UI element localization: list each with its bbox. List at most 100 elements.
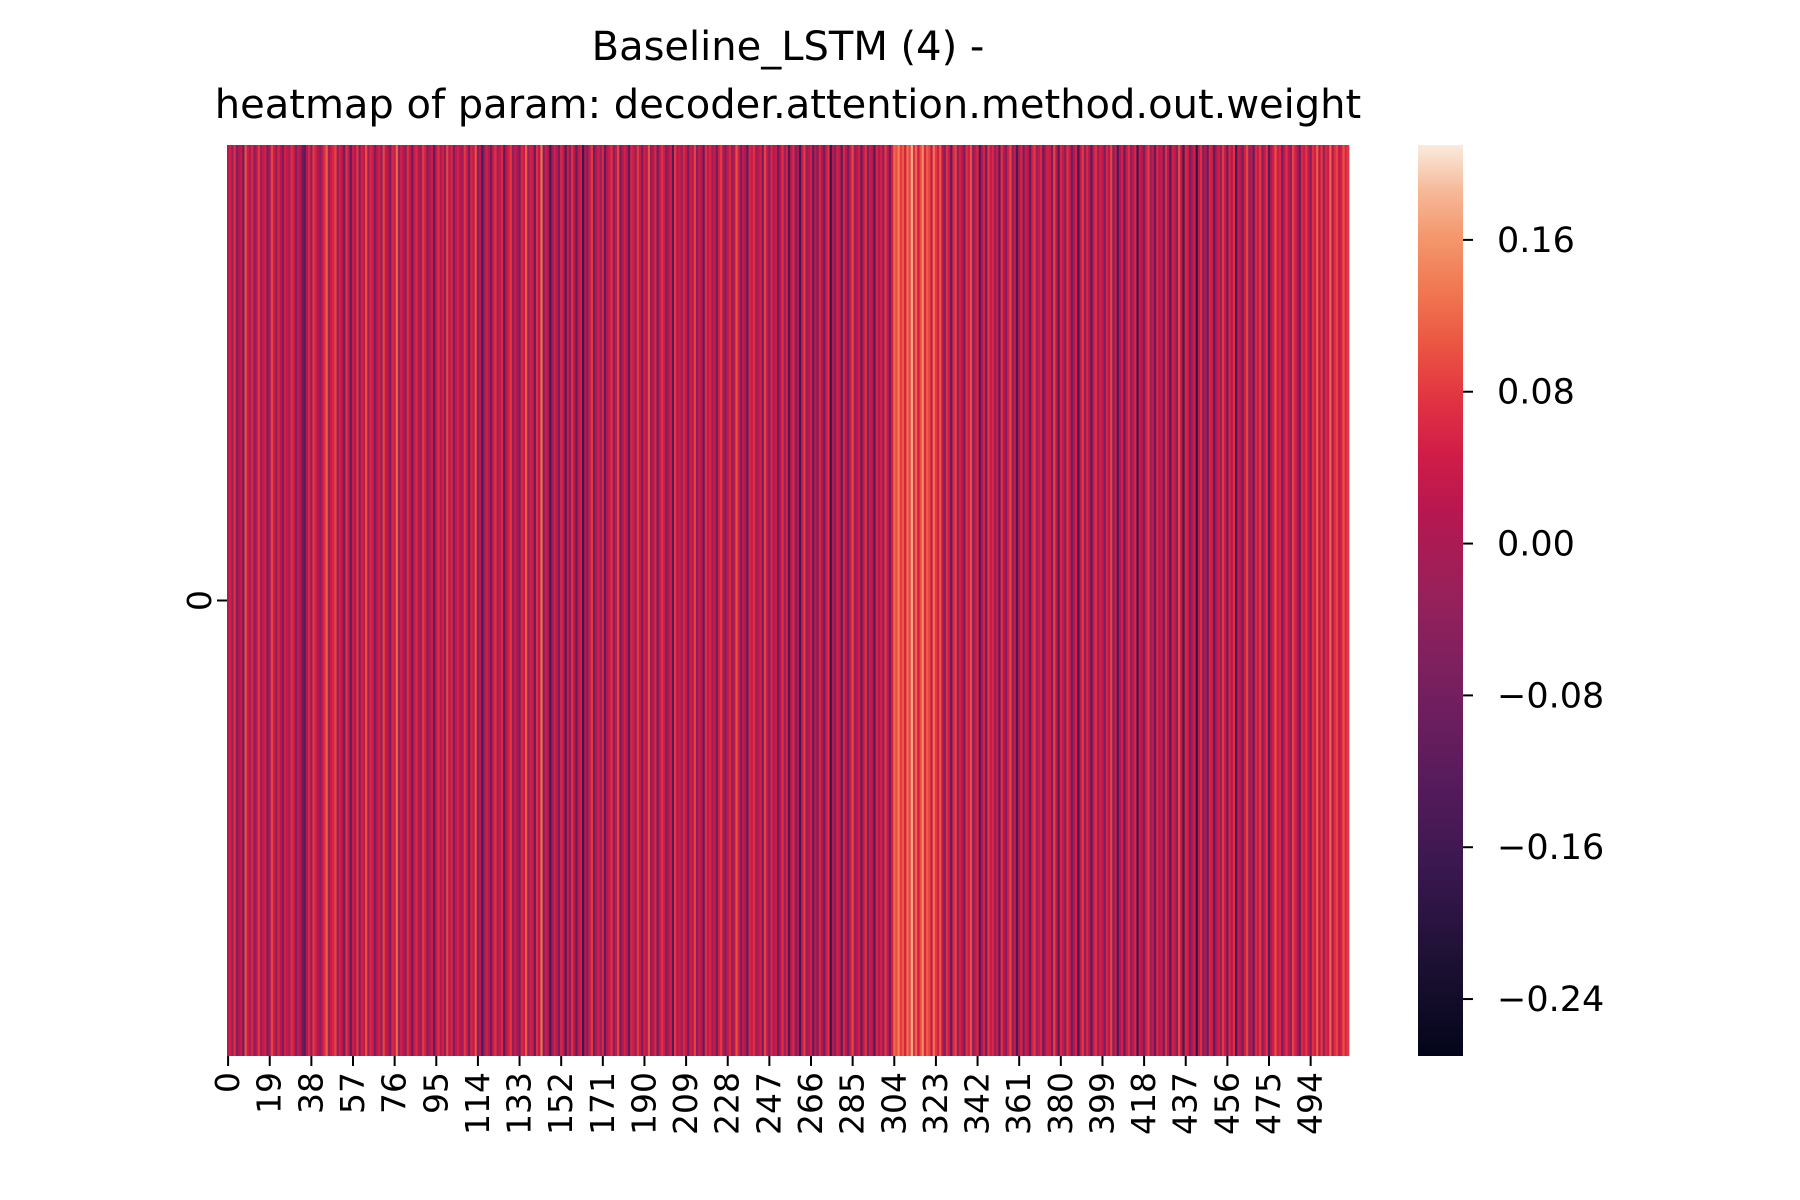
- x-tick-label: 361: [999, 1072, 1038, 1135]
- heatmap-cell: [1305, 145, 1308, 1056]
- heatmap-cell: [1230, 145, 1234, 1056]
- heatmap-cell: [1210, 145, 1214, 1056]
- heatmap-cell: [1022, 145, 1026, 1056]
- heatmap-cell: [1311, 145, 1315, 1056]
- heatmap-cell: [700, 145, 703, 1056]
- heatmap-cell: [1151, 145, 1155, 1056]
- heatmap-cell: [1103, 145, 1107, 1056]
- heatmap-cell: [378, 145, 381, 1056]
- heatmap-cell: [1250, 145, 1253, 1056]
- heatmap-cell: [862, 145, 866, 1056]
- heatmap-cell: [919, 145, 923, 1056]
- heatmap-cell: [991, 145, 995, 1056]
- heatmap-cell: [836, 145, 839, 1056]
- heatmap-cell: [1204, 145, 1207, 1056]
- heatmap-cell: [715, 145, 719, 1056]
- heatmap-cell: [917, 145, 920, 1056]
- heatmap-cell: [395, 145, 399, 1056]
- heatmap-cell: [571, 145, 574, 1056]
- heatmap-cell: [1259, 145, 1262, 1056]
- heatmap-cell: [294, 145, 298, 1056]
- heatmap-cell: [336, 145, 340, 1056]
- heatmap-cell: [582, 145, 585, 1056]
- x-tick-label: 380: [1041, 1072, 1080, 1135]
- heatmap-cell: [251, 145, 254, 1056]
- heatmap-cell: [314, 145, 318, 1056]
- heatmap-cell: [945, 145, 949, 1056]
- heatmap-cell: [678, 145, 681, 1056]
- heatmap-cell: [1048, 145, 1052, 1056]
- heatmap-cell: [426, 145, 429, 1056]
- heatmap-cell: [292, 145, 296, 1056]
- heatmap-cell: [1296, 145, 1299, 1056]
- heatmap-cell: [770, 145, 774, 1056]
- heatmap-cell: [389, 145, 392, 1056]
- heatmap-cell: [921, 145, 925, 1056]
- heatmap-cell: [1037, 145, 1041, 1056]
- heatmap-cell: [492, 145, 495, 1056]
- heatmap-cell: [325, 145, 329, 1056]
- heatmap-cell: [1020, 145, 1023, 1056]
- heatmap-cell: [746, 145, 749, 1056]
- heatmap-cell: [386, 145, 390, 1056]
- heatmap-cell: [658, 145, 662, 1056]
- heatmap-cell: [382, 145, 386, 1056]
- heatmap-cell: [1189, 145, 1192, 1056]
- heatmap-cell: [465, 145, 469, 1056]
- heatmap-cell: [479, 145, 482, 1056]
- heatmap-cell: [993, 145, 997, 1056]
- heatmap-cell: [1061, 145, 1065, 1056]
- colorbar-tick-label: −0.24: [1497, 980, 1604, 1020]
- x-tick-label: 171: [583, 1072, 622, 1135]
- heatmap-cell: [875, 145, 879, 1056]
- heatmap-cell: [1050, 145, 1054, 1056]
- heatmap-cell: [266, 145, 269, 1056]
- heatmap-cell: [283, 145, 287, 1056]
- heatmap-cell: [522, 145, 526, 1056]
- heatmap-cell: [1226, 145, 1229, 1056]
- heatmap-cell: [656, 145, 660, 1056]
- heatmap-cell: [461, 145, 465, 1056]
- heatmap-cell: [242, 145, 245, 1056]
- heatmap-cell: [1197, 145, 1201, 1056]
- colorbar-tick-label: −0.08: [1497, 676, 1604, 716]
- heatmap-cell: [985, 145, 988, 1056]
- heatmap-cell: [542, 145, 546, 1056]
- heatmap-cell: [527, 145, 530, 1056]
- heatmap-cell: [685, 145, 688, 1056]
- heatmap-cell: [511, 145, 515, 1056]
- heatmap-cell: [494, 145, 497, 1056]
- heatmap-cell: [1254, 145, 1258, 1056]
- heatmap-cell: [544, 145, 548, 1056]
- heatmap-cell: [286, 145, 289, 1056]
- heatmap-cell: [645, 145, 649, 1056]
- heatmap-cell: [1042, 145, 1045, 1056]
- heatmap-cell: [546, 145, 550, 1056]
- heatmap-cell: [459, 145, 462, 1056]
- heatmap-cell: [270, 145, 274, 1056]
- heatmap-cell: [1327, 145, 1330, 1056]
- heatmap-cell: [1035, 145, 1039, 1056]
- heatmap-cell: [820, 145, 824, 1056]
- heatmap-cell: [1116, 145, 1120, 1056]
- heatmap-cell: [419, 145, 423, 1056]
- heatmap-cell: [632, 145, 635, 1056]
- x-tick-label: 323: [916, 1072, 955, 1135]
- heatmap-cell: [514, 145, 517, 1056]
- heatmap-cell: [351, 145, 355, 1056]
- heatmap-cell: [1040, 145, 1043, 1056]
- heatmap-cell: [227, 145, 230, 1056]
- heatmap-cell: [628, 145, 631, 1056]
- heatmap-cell: [908, 145, 912, 1056]
- heatmap-cell: [1237, 145, 1240, 1056]
- heatmap-cell: [652, 145, 655, 1056]
- heatmap-cell: [253, 145, 256, 1056]
- colorbar: [1418, 145, 1463, 1056]
- heatmap-cell: [610, 145, 614, 1056]
- heatmap-cell: [932, 145, 936, 1056]
- heatmap-cell: [597, 145, 600, 1056]
- heatmap-cell: [1208, 145, 1212, 1056]
- heatmap-cell: [735, 145, 738, 1056]
- heatmap-cell: [279, 145, 283, 1056]
- heatmap-cell: [1013, 145, 1017, 1056]
